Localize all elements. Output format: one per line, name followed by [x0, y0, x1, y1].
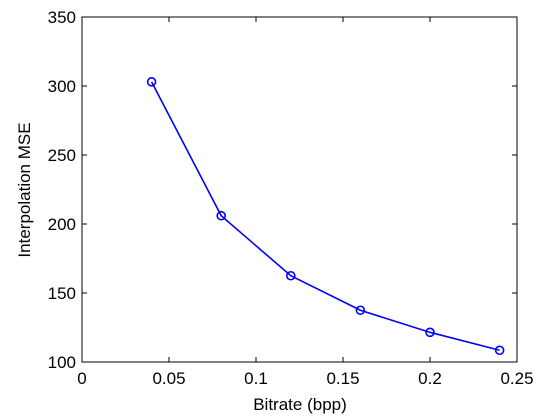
data-point [285, 270, 296, 281]
y-tick-label: 250 [48, 146, 76, 165]
x-tick-label: 0.1 [244, 369, 268, 388]
y-tick-label: 100 [48, 353, 76, 372]
x-tick-label: 0.25 [500, 369, 533, 388]
data-point [425, 327, 435, 338]
x-tick-label: 0.05 [152, 369, 185, 388]
data-point [494, 345, 505, 356]
x-tick-label: 0.2 [418, 369, 442, 388]
plot-area [81, 16, 518, 363]
series-layer [146, 77, 505, 356]
x-axis-label: Bitrate (bpp) [253, 395, 347, 414]
series-line [150, 81, 500, 352]
y-tick-label: 300 [48, 77, 76, 96]
data-point [216, 210, 226, 221]
y-tick-label: 350 [48, 8, 76, 27]
data-point [146, 77, 157, 87]
y-axis-label: Interpolation MSE [15, 122, 34, 257]
y-tick-label: 200 [48, 215, 76, 234]
x-tick-label: 0 [77, 369, 86, 388]
data-point [355, 305, 366, 316]
tick-labels: 0 0.05 0.1 0.15 0.2 0.25 100 150 200 250 300 350 [48, 8, 534, 388]
x-tick-label: 0.15 [326, 369, 359, 388]
y-tick-label: 150 [48, 284, 76, 303]
axis-ticks [81, 16, 518, 363]
